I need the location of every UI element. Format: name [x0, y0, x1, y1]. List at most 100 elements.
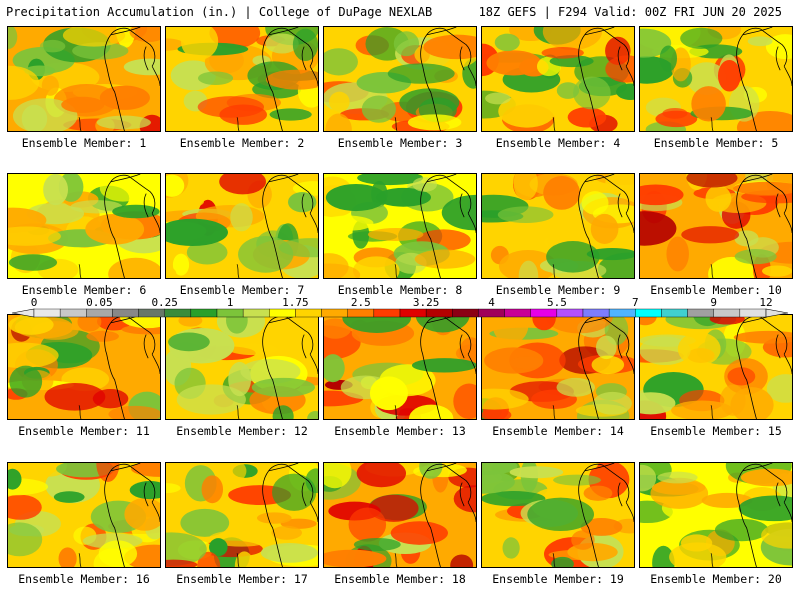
lake-outline — [104, 27, 160, 131]
colorbar-bin — [33, 308, 61, 318]
member-label: Ensemble Member: 1 — [21, 136, 147, 150]
colorbar-max-arrow — [765, 308, 789, 318]
ensemble-member-map — [481, 26, 635, 132]
state-border — [710, 264, 714, 278]
member-label: Ensemble Member: 15 — [650, 424, 782, 438]
member-label: Ensemble Member: 4 — [495, 136, 621, 150]
colorbar-tick-label: 2.5 — [351, 296, 371, 309]
member-label: Ensemble Member: 16 — [18, 572, 150, 586]
member-label: Ensemble Member: 20 — [650, 572, 782, 586]
colorbar-tick-label: 5.5 — [547, 296, 567, 309]
lake-outline — [262, 174, 318, 278]
colorbar-bin — [399, 308, 427, 318]
state-border — [552, 264, 556, 278]
colorbar-bin — [347, 308, 375, 318]
precip-field — [482, 174, 634, 278]
member-label: Ensemble Member: 9 — [495, 283, 621, 297]
ensemble-member-map — [481, 462, 635, 568]
colorbar-bin — [112, 308, 139, 318]
colorbar-bin — [582, 308, 610, 318]
lake-outline — [578, 27, 634, 131]
precip-field — [8, 174, 160, 278]
member-label: Ensemble Member: 19 — [492, 572, 624, 586]
member-label: Ensemble Member: 2 — [179, 136, 305, 150]
colorbar-tick-label: 12 — [759, 296, 772, 309]
colorbar-bin — [739, 308, 767, 318]
colorbar: 0 0.05 0.25 1 1.75 2.5 3.25 4 5.5 7 9 12 — [0, 295, 800, 321]
lake-outline — [578, 463, 634, 567]
colorbar-bin — [242, 308, 270, 318]
ensemble-member-map — [323, 462, 477, 568]
state-border — [394, 405, 398, 419]
precip-field — [482, 27, 634, 131]
precip-field — [8, 463, 160, 567]
colorbar-bin — [295, 308, 322, 318]
colorbar-bin — [504, 308, 531, 318]
lake-outline — [578, 315, 634, 419]
precip-field — [640, 174, 792, 278]
colorbar-bin — [86, 308, 113, 318]
precip-field — [324, 174, 476, 278]
colorbar-tick-label: 0.05 — [86, 296, 113, 309]
ensemble-member-map — [165, 462, 319, 568]
ensemble-member-map — [7, 462, 161, 568]
colorbar-bin — [59, 308, 87, 318]
member-label: Ensemble Member: 10 — [650, 283, 782, 297]
colorbar-bin — [138, 308, 165, 318]
state-border — [236, 405, 240, 419]
state-border — [78, 264, 82, 278]
member-label: Ensemble Member: 14 — [492, 424, 624, 438]
member-label: Ensemble Member: 18 — [334, 572, 466, 586]
colorbar-bin — [190, 308, 218, 318]
state-border — [394, 553, 398, 567]
colorbar-bin — [269, 308, 296, 318]
colorbar-bin — [216, 308, 244, 318]
lake-outline — [104, 463, 160, 567]
state-border — [236, 117, 240, 131]
state-border — [552, 117, 556, 131]
state-border — [78, 117, 82, 131]
state-border — [552, 405, 556, 419]
precip-field — [8, 27, 160, 131]
colorbar-tick-label: 1 — [227, 296, 234, 309]
member-label: Ensemble Member: 17 — [176, 572, 308, 586]
precip-field — [8, 315, 160, 419]
lake-outline — [736, 315, 792, 419]
ensemble-member-map — [639, 26, 793, 132]
lake-outline — [736, 463, 792, 567]
colorbar-graphic: 0 0.05 0.25 1 1.75 2.5 3.25 4 5.5 7 9 12 — [11, 296, 789, 318]
lake-outline — [262, 315, 318, 419]
ensemble-member-map — [639, 462, 793, 568]
model-valid-time: 18Z GEFS | F294 Valid: 00Z FRI JUN 20 20… — [478, 5, 782, 19]
ensemble-member-map — [7, 26, 161, 132]
member-label: Ensemble Member: 13 — [334, 424, 466, 438]
precip-field — [482, 463, 634, 567]
colorbar-bin — [556, 308, 584, 318]
member-label: Ensemble Member: 11 — [18, 424, 150, 438]
colorbar-bin — [425, 308, 453, 318]
state-border — [710, 117, 714, 131]
colorbar-tick-label: 3.25 — [413, 296, 440, 309]
colorbar-bin — [661, 308, 688, 318]
ensemble-member-map — [323, 26, 477, 132]
lake-outline — [262, 463, 318, 567]
precip-field — [324, 463, 476, 567]
member-label: Ensemble Member: 3 — [337, 136, 463, 150]
precip-field — [166, 463, 318, 567]
state-border — [710, 405, 714, 419]
ensemble-member-map — [7, 314, 161, 420]
ensemble-member-map — [7, 173, 161, 279]
state-border — [236, 553, 240, 567]
colorbar-bin — [373, 308, 401, 318]
member-label: Ensemble Member: 5 — [653, 136, 779, 150]
member-label: Ensemble Member: 12 — [176, 424, 308, 438]
ensemble-member-map — [323, 173, 477, 279]
ensemble-member-map — [165, 314, 319, 420]
lake-outline — [104, 174, 160, 278]
colorbar-bin — [321, 308, 348, 318]
colorbar-bin — [608, 308, 636, 318]
colorbar-tick-label: 9 — [710, 296, 717, 309]
chart-title: Precipitation Accumulation (in.) | Colle… — [6, 5, 433, 19]
state-border — [552, 553, 556, 567]
state-border — [710, 553, 714, 567]
